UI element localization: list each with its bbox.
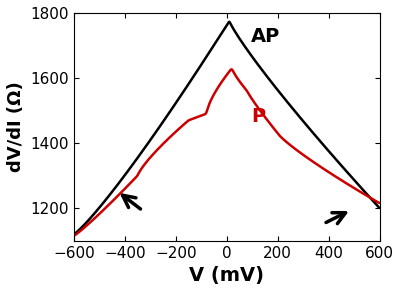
X-axis label: V (mV): V (mV): [189, 266, 264, 285]
Y-axis label: dV/dI (Ω): dV/dI (Ω): [7, 81, 25, 172]
Text: AP: AP: [251, 27, 280, 46]
Text: P: P: [251, 107, 265, 126]
